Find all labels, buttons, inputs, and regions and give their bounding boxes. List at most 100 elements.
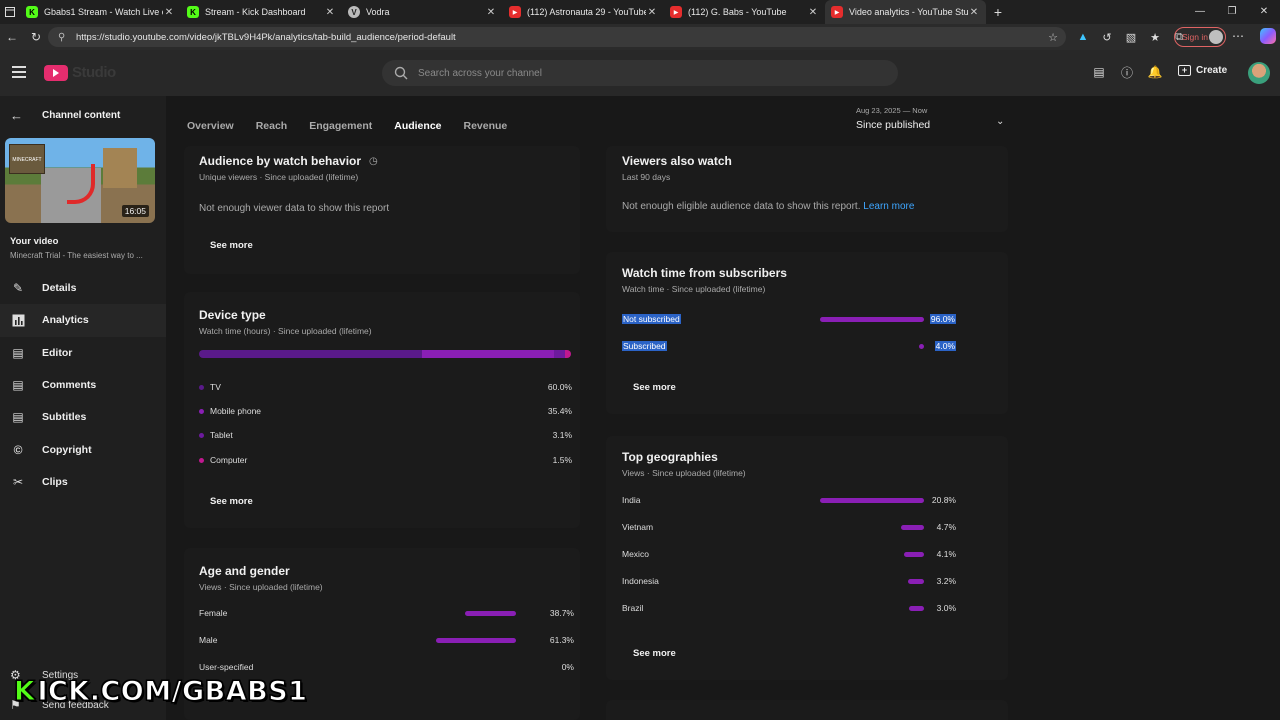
analytics-icon (10, 312, 26, 328)
sign-in-button[interactable]: Sign in (1174, 27, 1226, 47)
bookmark-star-icon[interactable]: ☆ (1048, 32, 1058, 44)
header-icons: ▤ ⓘ 🔔 (1090, 63, 1164, 81)
window-menu-icon[interactable] (0, 0, 20, 24)
tab-revenue[interactable]: Revenue (463, 120, 508, 132)
info-icon[interactable]: ◷ (369, 155, 378, 167)
device-value: 3.1% (552, 430, 572, 441)
browser-tab[interactable]: ▶ (112) Astronauta 29 - YouTube ✕ (503, 0, 664, 24)
vodra-icon: V (348, 6, 360, 18)
browser-menu-icon[interactable]: ⋯ (1232, 29, 1244, 43)
browser-tab[interactable]: ▶ (112) G. Babs - YouTube ✕ (664, 0, 825, 24)
youtube-logo-icon (44, 64, 68, 81)
sidebar-item-subtitles[interactable]: ▤ Subtitles (0, 401, 166, 433)
copilot-icon[interactable] (1260, 28, 1276, 44)
close-tab-icon[interactable]: ✕ (647, 6, 657, 18)
close-tab-icon[interactable]: ✕ (969, 6, 979, 18)
browser-tab[interactable]: K Stream - Kick Dashboard ✕ (181, 0, 342, 24)
back-icon[interactable]: ← (6, 30, 18, 44)
geography-row-bar (820, 498, 924, 503)
geography-row-label: Indonesia (622, 576, 659, 586)
site-info-icon[interactable]: ⚲ (58, 31, 66, 43)
sidebar-item-copyright[interactable]: © Copyright (0, 433, 166, 465)
pencil-icon: ✎ (12, 281, 24, 296)
studio-header: Studio Search across your channel ▤ ⓘ 🔔 … (0, 50, 1280, 96)
age-gender-row-value-text: 61.3% (549, 635, 574, 645)
copyright-icon: © (13, 442, 23, 457)
age-gender-row: User-specified 0% (184, 662, 580, 674)
device-value: 1.5% (552, 454, 572, 465)
sidebar-item-comments[interactable]: ▤ Comments (0, 369, 166, 401)
device-type-see-more[interactable]: See more (210, 496, 253, 507)
watch-behavior-see-more[interactable]: See more (210, 240, 253, 251)
watch-behavior-message: Not enough viewer data to show this repo… (199, 203, 390, 214)
new-tab-button[interactable]: + (993, 4, 1003, 20)
subtitles-icon: ▤ (12, 410, 24, 425)
close-tab-icon[interactable]: ✕ (164, 6, 174, 18)
create-button[interactable]: + Create (1178, 65, 1227, 76)
subscriber-row: Subscribed 4.0% (606, 341, 1008, 353)
subscriber-row-value: 4.0% (912, 341, 956, 351)
kick-overlay-text: KICK.COM/GBABS1 (13, 675, 307, 707)
help-icon[interactable]: ⓘ (1120, 65, 1133, 80)
extension-a-icon[interactable]: ▲ (1077, 31, 1089, 43)
tab-engagement[interactable]: Engagement (309, 120, 373, 132)
date-range-picker[interactable]: Aug 23, 2025 — Now Since published ⌄ (856, 106, 1004, 131)
browser-tab[interactable]: V Vodra ✕ (342, 0, 503, 24)
favorites-icon[interactable]: ★ (1150, 31, 1160, 44)
send-feedback-button[interactable]: ⚑ Send feedback (10, 698, 109, 712)
tab-reach[interactable]: Reach (255, 120, 288, 132)
feedback-icon[interactable]: ▤ (1093, 65, 1105, 79)
kick-overlay-watermark: KICK.COM/GBABS1 (13, 674, 307, 708)
send-feedback-label: Send feedback (42, 699, 109, 711)
browser-tab-title: Video analytics - YouTube Studio (849, 7, 968, 17)
split-screen-icon[interactable]: ▧ (1125, 31, 1137, 44)
subscribers-title: Watch time from subscribers (622, 266, 787, 280)
subscribers-see-more[interactable]: See more (633, 382, 676, 393)
sidebar-item-analytics[interactable]: Analytics (0, 304, 166, 337)
sidebar-item-clips[interactable]: ✂ Clips (0, 466, 166, 498)
browser-tab[interactable]: K Gbabs1 Stream - Watch Live on K✕ (20, 0, 181, 24)
close-tab-icon[interactable]: ✕ (486, 6, 496, 18)
reload-icon[interactable]: ↻ (30, 30, 42, 44)
legend-dot (199, 385, 204, 390)
age-gender-subtitle: Views · Since uploaded (lifetime) (199, 582, 323, 592)
sidebar-item-label: Clips (42, 475, 68, 488)
subscriber-row: Not subscribed 96.0% (606, 314, 1008, 326)
kick-logo-letter: K (13, 675, 36, 707)
age-gender-row-value: 0% (530, 662, 574, 672)
channel-content-back-button[interactable]: ← Channel content (10, 108, 120, 123)
settings-button[interactable]: ⚙ Settings (10, 668, 78, 682)
window-controls: — ❐ ✕ (1184, 0, 1280, 24)
chevron-down-icon: ⌄ (996, 116, 1005, 127)
age-gender-row-value-text: 38.7% (549, 608, 574, 618)
browser-tab[interactable]: ▶ Video analytics - YouTube Studio ✕ (825, 0, 986, 24)
geographies-see-more[interactable]: See more (633, 648, 676, 659)
sidebar-item-label: Editor (42, 346, 73, 359)
account-avatar[interactable] (1248, 62, 1270, 84)
sidebar-item-editor[interactable]: ▤ Editor (0, 337, 166, 369)
extension-refresh-icon[interactable]: ↺ (1102, 31, 1112, 44)
kick-icon: K (187, 6, 199, 18)
maximize-button[interactable]: ❐ (1227, 6, 1237, 17)
device-label: Tablet (210, 430, 233, 441)
channel-search-input[interactable]: Search across your channel (382, 60, 898, 86)
video-thumbnail[interactable]: MINECRAFT 16:05 (5, 138, 155, 223)
learn-more-link[interactable]: Learn more (863, 201, 915, 212)
minimize-button[interactable]: — (1195, 6, 1205, 17)
your-video-label: Your video (10, 236, 59, 247)
age-gender-row-value: 38.7% (530, 608, 574, 618)
tab-audience[interactable]: Audience (394, 120, 442, 132)
hamburger-menu-icon[interactable] (12, 66, 26, 78)
close-tab-icon[interactable]: ✕ (325, 6, 335, 18)
geographies-title: Top geographies (622, 450, 718, 464)
tab-overview[interactable]: Overview (187, 120, 234, 132)
age-gender-row-bar (436, 638, 516, 643)
device-label: Computer (210, 454, 248, 465)
notifications-bell-icon[interactable]: 🔔 (1147, 65, 1163, 79)
close-window-button[interactable]: ✕ (1259, 6, 1269, 17)
sidebar-item-label: Details (42, 282, 77, 295)
sidebar-item-details[interactable]: ✎ Details (0, 272, 166, 304)
studio-logo[interactable]: Studio (44, 64, 116, 81)
close-tab-icon[interactable]: ✕ (808, 6, 818, 18)
address-bar[interactable]: ⚲ https://studio.youtube.com/video/jkTBL… (48, 27, 1066, 47)
